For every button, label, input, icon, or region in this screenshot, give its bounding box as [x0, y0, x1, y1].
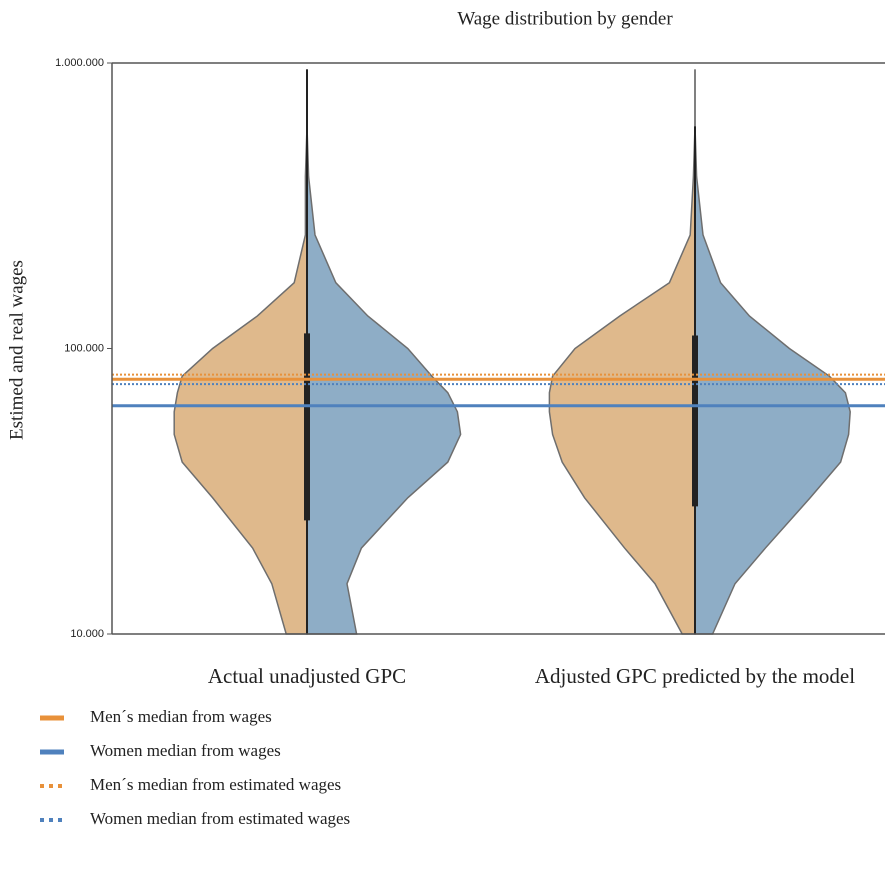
chart-title: Wage distribution by gender [457, 8, 673, 29]
legend-label: Women median from wages [90, 741, 281, 760]
x-tick-label: Actual unadjusted GPC [208, 664, 406, 688]
violin-half [694, 69, 851, 635]
violin-half [548, 69, 696, 635]
y-tick-label: 10.000 [70, 628, 104, 640]
y-tick-label: 1.000.000 [55, 57, 104, 69]
violin-half [173, 69, 308, 635]
violin-half [306, 69, 462, 635]
legend-label: Men´s median from wages [90, 707, 272, 726]
x-tick-label: Adjusted GPC predicted by the model [535, 664, 855, 688]
y-axis-label: Estimed and real wages [6, 260, 27, 440]
legend-label: Women median from estimated wages [90, 809, 350, 828]
y-tick-label: 100.000 [64, 342, 104, 354]
legend-label: Men´s median from estimated wages [90, 775, 341, 794]
